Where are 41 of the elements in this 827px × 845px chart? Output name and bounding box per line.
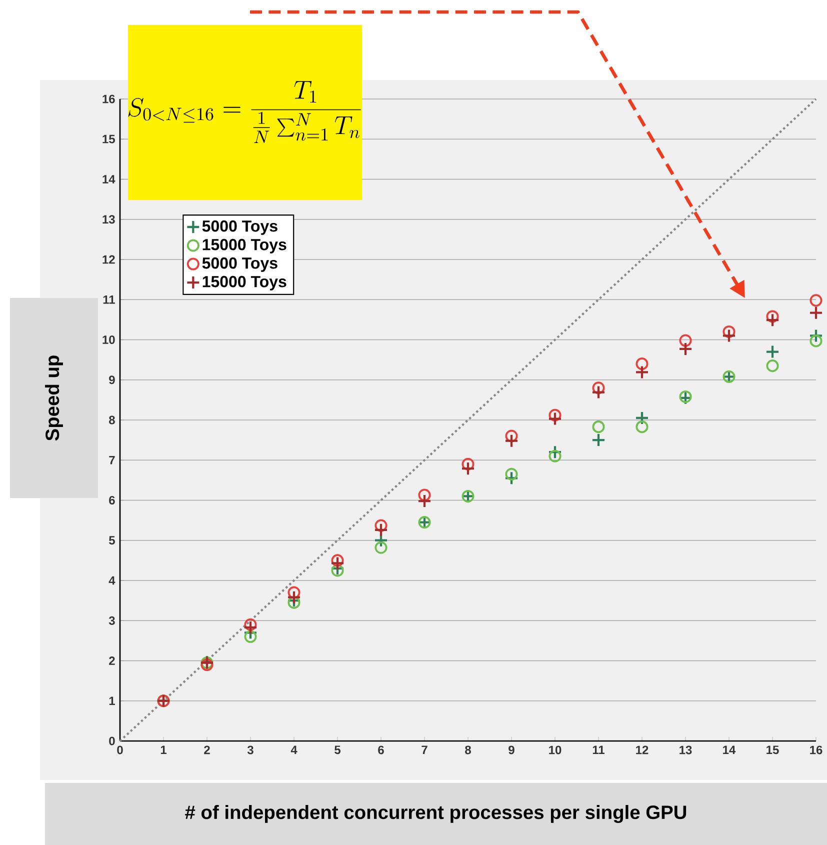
y-tick-label: 13 <box>102 215 115 224</box>
y-tick-label: 6 <box>109 496 115 504</box>
x-tick-label: 7 <box>422 746 428 754</box>
x-tick-label: 11 <box>592 746 604 754</box>
y-tick-label: 11 <box>103 295 115 304</box>
y-tick-label: 14 <box>102 175 116 184</box>
y-tick-label: 12 <box>102 255 115 264</box>
y-tick-label: 2 <box>108 656 115 665</box>
x-axis-title: # of independent concurrent processes per single GPU <box>185 805 686 823</box>
x-tick-label: 8 <box>464 746 471 754</box>
legend-label: 5000 Toys <box>202 220 278 235</box>
y-tick-label: 10 <box>102 335 115 344</box>
x-tick-label: 2 <box>204 746 210 754</box>
legend-label: 15000 Toys <box>202 276 286 290</box>
x-tick-label: 5 <box>334 746 340 754</box>
y-tick-label: 5 <box>108 536 115 545</box>
legend-label: 15000 Toys <box>202 238 286 254</box>
y-axis-title: Speed up <box>45 356 63 441</box>
y-tick-label: 1 <box>109 696 115 705</box>
y-tick-label: 9 <box>108 376 115 384</box>
x-tick-label: 3 <box>247 746 254 754</box>
x-tick-label: 0 <box>117 746 123 754</box>
x-tick-label: 1 <box>160 746 166 754</box>
x-tick-label: 6 <box>378 746 384 754</box>
legend-label: 5000 Toys <box>202 257 278 272</box>
x-tick-label: 15 <box>766 746 779 754</box>
x-tick-label: 9 <box>508 746 514 754</box>
y-tick-label: 0 <box>109 736 115 746</box>
x-tick-label: 14 <box>723 746 736 754</box>
y-tick-label: 8 <box>108 416 115 424</box>
x-tick-label: 13 <box>680 746 692 754</box>
annotation: $S_{0<N\leq 16}=\frac{T_1}{\frac{1}{N}\sum_{n=1}^{N}T_n}$ <box>128 81 361 144</box>
y-tick-label: 3 <box>108 616 115 625</box>
x-tick-label: 16 <box>810 746 822 754</box>
x-tick-label: 12 <box>636 746 648 754</box>
y-tick-label: 16 <box>102 94 115 104</box>
y-tick-label: 4 <box>108 576 116 585</box>
y-tick-label: 7 <box>109 456 115 464</box>
y-tick-label: 15 <box>102 134 115 144</box>
x-tick-label: 10 <box>549 746 562 754</box>
x-tick-label: 4 <box>290 746 298 754</box>
